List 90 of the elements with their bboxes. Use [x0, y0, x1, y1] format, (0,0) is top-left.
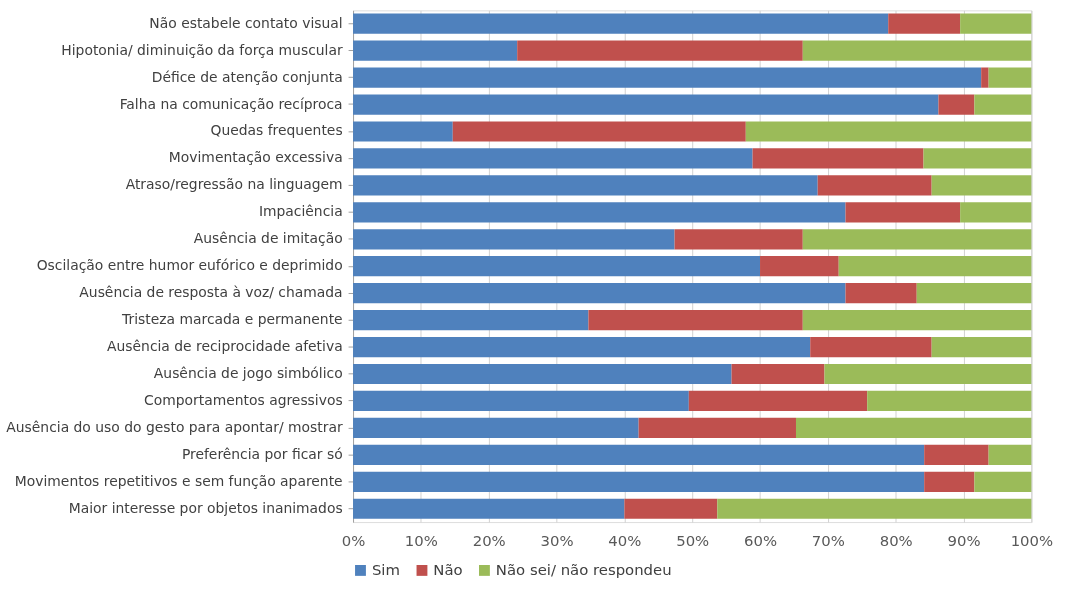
y-tick-label: Movimentos repetitivos e sem função aparente	[14, 472, 343, 489]
y-tick-label: Atraso/regressão na linguagem	[125, 176, 343, 193]
bar	[353, 121, 453, 142]
bar	[353, 67, 982, 88]
bar	[981, 67, 989, 88]
bar	[353, 444, 925, 465]
bar	[731, 363, 825, 385]
y-tick-label: Ausência de jogo simbólico	[153, 364, 343, 381]
x-tick-label: 100%	[1010, 532, 1054, 551]
bar	[752, 148, 924, 169]
bar	[923, 148, 1032, 169]
y-tick-label: Movimentação excessiva	[168, 149, 343, 166]
y-tick-label: Ausência de reciprocidade afetiva	[107, 338, 343, 355]
legend-label: Não	[433, 561, 463, 580]
bar	[353, 363, 732, 385]
bar	[988, 67, 1032, 88]
bar	[353, 40, 518, 61]
bar	[745, 121, 1032, 142]
bar	[760, 256, 839, 277]
bar	[802, 229, 1032, 250]
bar	[353, 94, 939, 115]
y-tick-label: Ausência de imitação	[193, 230, 343, 247]
y-tick-label: Ausência de resposta à voz/ chamada	[79, 284, 343, 301]
bar	[588, 310, 803, 331]
y-tick-label: Tristeza marcada e permanente	[121, 311, 343, 328]
bar	[688, 390, 868, 412]
bar	[960, 202, 1032, 223]
y-tick-label: Não estabele contato visual	[149, 14, 343, 31]
legend-label: Não sei/ não respondeu	[495, 561, 672, 580]
bar	[988, 444, 1032, 465]
y-tick-label: Ausência do uso do gesto para apontar/ mostrar	[6, 418, 343, 435]
x-tick-label: 70%	[811, 532, 845, 551]
bar	[517, 40, 803, 61]
bar	[931, 175, 1032, 196]
bar	[824, 363, 1032, 385]
y-tick-label: Preferência por ficar só	[181, 445, 343, 462]
y-tick-label: Falha na comunicação recíproca	[119, 95, 343, 112]
y-tick-label: Maior interesse por objetos inanimados	[68, 499, 343, 516]
bar	[353, 310, 589, 331]
x-tick-label: 50%	[676, 532, 710, 551]
bar	[845, 202, 961, 223]
bar	[353, 256, 761, 277]
bar	[938, 94, 975, 115]
bar	[795, 417, 1032, 439]
bar	[916, 283, 1032, 304]
bar	[452, 121, 746, 142]
bar	[353, 13, 889, 34]
y-tick-label: Quedas frequentes	[210, 122, 343, 139]
bar	[638, 417, 796, 439]
bar	[353, 175, 818, 196]
bar	[802, 310, 1032, 331]
bar	[960, 13, 1032, 34]
bar	[867, 390, 1032, 412]
bar	[974, 94, 1032, 115]
x-tick-label: 60%	[744, 532, 778, 551]
bar	[810, 336, 932, 358]
x-tick-label: 40%	[608, 532, 642, 551]
bar	[924, 471, 975, 492]
bar	[838, 256, 1032, 277]
bar	[353, 336, 811, 358]
legend-label: Sim	[371, 561, 400, 580]
bar	[845, 283, 917, 304]
y-tick-label: Défice de atenção conjunta	[151, 68, 343, 85]
x-tick-label: 20%	[472, 532, 506, 551]
bar	[924, 444, 989, 465]
bar	[931, 336, 1032, 358]
x-tick-label: 80%	[879, 532, 913, 551]
bar	[353, 498, 625, 519]
x-tick-label: 90%	[947, 532, 981, 551]
x-tick-label: 0%	[341, 532, 366, 551]
y-tick-label: Impaciência	[258, 203, 343, 220]
bar	[717, 498, 1032, 519]
x-tick-label: 10%	[404, 532, 438, 551]
bar	[353, 229, 675, 250]
bar	[353, 417, 639, 439]
y-tick-label: Comportamentos agressivos	[144, 391, 343, 408]
bar	[353, 390, 689, 412]
bar	[888, 13, 961, 34]
bar	[353, 471, 925, 492]
bar	[353, 202, 846, 223]
bar	[974, 471, 1032, 492]
y-tick-label: Hipotonia/ diminuição da força muscular	[61, 41, 343, 58]
bar	[817, 175, 932, 196]
x-tick-label: 30%	[540, 532, 574, 551]
y-tick-label: Oscilação entre humor eufórico e deprimido	[36, 257, 343, 274]
bar	[624, 498, 718, 519]
bar	[353, 283, 846, 304]
bar	[802, 40, 1032, 61]
bar	[674, 229, 803, 250]
bar	[353, 148, 753, 169]
